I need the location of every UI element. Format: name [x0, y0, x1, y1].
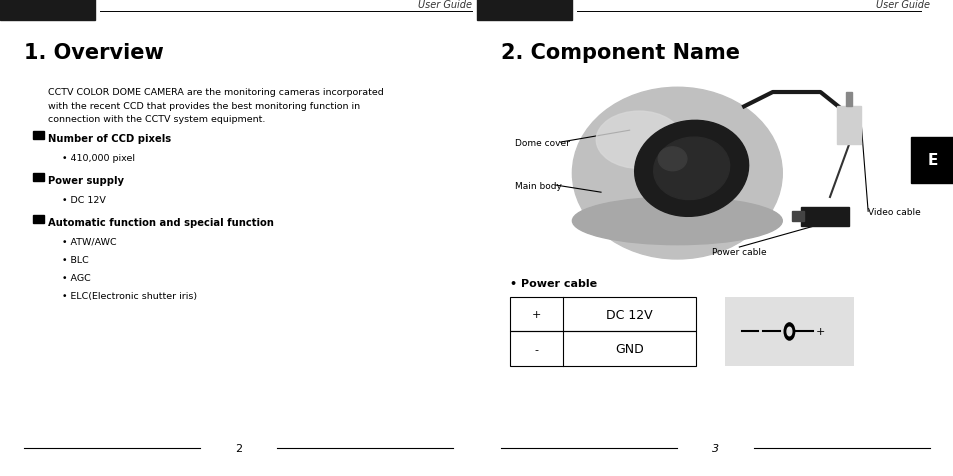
Ellipse shape: [572, 198, 781, 245]
Text: Video cable: Video cable: [867, 208, 920, 216]
Text: Main body: Main body: [515, 181, 561, 190]
Ellipse shape: [572, 88, 781, 259]
Text: +: +: [815, 327, 824, 337]
Text: • DC 12V: • DC 12V: [62, 195, 106, 204]
Text: • AGC: • AGC: [62, 273, 91, 282]
Bar: [0, 0, 95, 21]
Text: GND: GND: [615, 342, 643, 356]
Text: +: +: [532, 310, 540, 319]
Text: • ATW/AWC: • ATW/AWC: [62, 237, 116, 246]
Bar: [801, 208, 848, 226]
Text: Dome cover: Dome cover: [515, 139, 570, 147]
Text: Number of CCD pixels: Number of CCD pixels: [48, 133, 171, 143]
Text: • 410,000 pixel: • 410,000 pixel: [62, 153, 135, 162]
Bar: [845, 93, 851, 107]
Bar: [510, 298, 696, 332]
Text: • ELC(Electronic shutter iris): • ELC(Electronic shutter iris): [62, 291, 197, 300]
Text: User Guide: User Guide: [875, 0, 929, 10]
Text: 2: 2: [234, 444, 242, 453]
Ellipse shape: [653, 138, 729, 200]
Bar: [837, 107, 860, 145]
Text: Power cable: Power cable: [711, 248, 766, 257]
Bar: [724, 298, 853, 366]
Ellipse shape: [783, 323, 794, 340]
Text: 1. Overview: 1. Overview: [24, 43, 163, 63]
Text: User Guide: User Guide: [417, 0, 472, 10]
Bar: [476, 0, 572, 21]
Text: • BLC: • BLC: [62, 255, 89, 264]
Bar: [33, 173, 44, 182]
Bar: [510, 332, 696, 366]
Text: 3: 3: [711, 444, 719, 453]
Text: E: E: [926, 153, 937, 168]
Text: Power supply: Power supply: [48, 175, 124, 185]
Ellipse shape: [786, 327, 791, 336]
Text: with the recent CCD that provides the best monitoring function in: with the recent CCD that provides the be…: [48, 101, 359, 110]
Ellipse shape: [596, 112, 681, 169]
Text: • Power cable: • Power cable: [510, 278, 597, 288]
Text: Automatic function and special function: Automatic function and special function: [48, 217, 274, 227]
Text: 2. Component Name: 2. Component Name: [500, 43, 740, 63]
Text: CCTV COLOR DOME CAMERA are the monitoring cameras incorporated: CCTV COLOR DOME CAMERA are the monitorin…: [48, 88, 383, 97]
Bar: [910, 138, 953, 183]
Text: DC 12V: DC 12V: [606, 308, 652, 321]
Text: -: -: [534, 344, 538, 354]
Bar: [791, 212, 802, 221]
Bar: [33, 215, 44, 224]
Ellipse shape: [658, 148, 686, 171]
Text: connection with the CCTV system equipment.: connection with the CCTV system equipmen…: [48, 115, 265, 124]
Bar: [33, 131, 44, 140]
Ellipse shape: [634, 121, 748, 217]
